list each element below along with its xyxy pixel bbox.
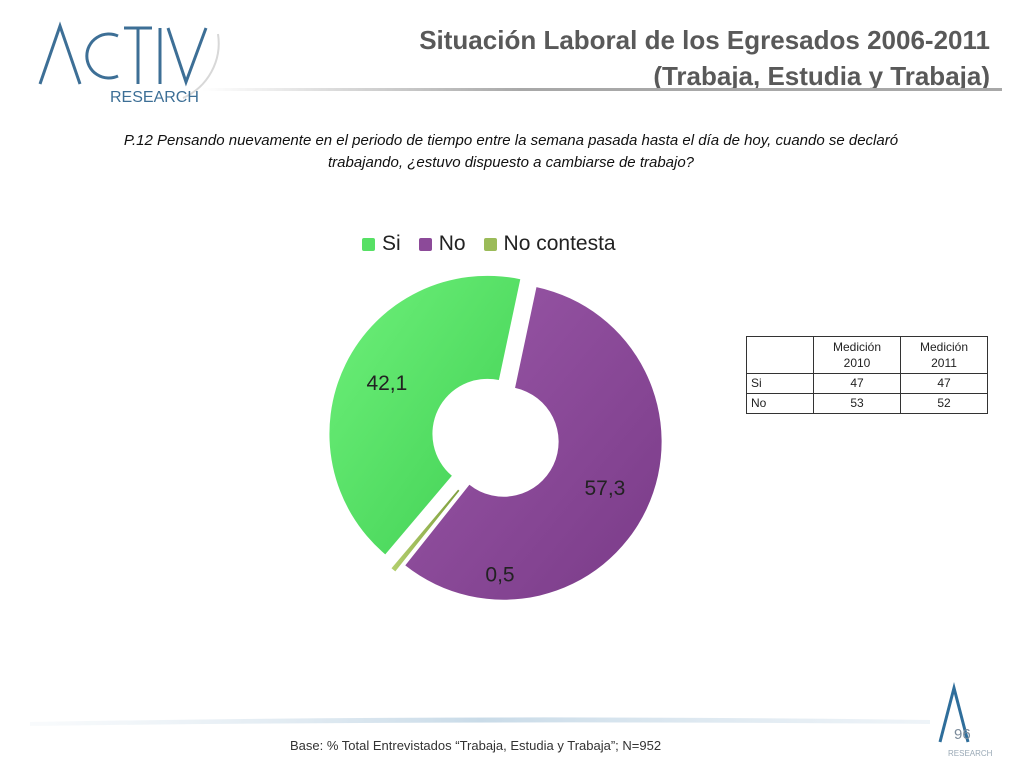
slice-si: [329, 275, 521, 555]
table-cell: 53: [813, 393, 901, 414]
footer-base-note: Base: % Total Entrevistados “Trabaja, Es…: [290, 738, 662, 753]
slice-no: [405, 287, 662, 600]
legend-item-no: No: [418, 232, 466, 256]
small-activa-logo: RESEARCH: [938, 682, 993, 758]
label-no-contesta: 0,5: [485, 564, 514, 587]
label-no: 57,3: [584, 477, 625, 500]
title-line-1: Situación Laboral de los Egresados 2006-…: [419, 25, 990, 55]
table-cell: 47: [813, 373, 901, 394]
doughnut-chart: 57,3 0,5 42,1: [329, 275, 662, 600]
table-cell: Si: [746, 373, 814, 394]
label-si: 42,1: [366, 372, 407, 395]
question-line-1: P.12 Pensando nuevamente en el periodo d…: [123, 132, 899, 149]
table-row: Si 47 47: [746, 373, 988, 394]
table-header-blank: [746, 336, 814, 374]
footer-decorative-band: [30, 717, 930, 726]
title-line-2: (Trabaja, Estudia y Trabaja): [653, 61, 990, 91]
table-header-2011: Medición 2011: [900, 336, 988, 374]
comparison-table: Medición 2010 Medición 2011 Si 47 47 No …: [746, 336, 988, 414]
legend-swatch-si: [362, 237, 375, 251]
table-cell: 47: [900, 373, 988, 394]
legend-label-no: No: [438, 232, 466, 255]
page-title: Situación Laboral de los Egresados 2006-…: [350, 22, 990, 94]
legend-label-si: Si: [382, 232, 401, 255]
legend-item-si: Si: [362, 232, 401, 256]
table-header-row: Medición 2010 Medición 2011: [746, 336, 988, 374]
survey-question: P.12 Pensando nuevamente en el periodo d…: [36, 130, 986, 174]
activa-research-logo: RESEARCH: [38, 21, 220, 106]
table-header-2010: Medición 2010: [813, 336, 901, 374]
table-row: No 53 52: [746, 393, 988, 414]
page-number: 96: [954, 726, 971, 743]
question-line-2: trabajando, ¿estuvo dispuesto a cambiars…: [327, 154, 695, 171]
slice-no-contesta: [391, 489, 460, 572]
title-underline: [202, 88, 1002, 91]
table-cell: 52: [900, 393, 988, 414]
legend-swatch-no-contesta: [483, 237, 497, 251]
table-cell: No: [746, 393, 814, 414]
chart-legend: Si No No contesta: [362, 232, 634, 256]
small-logo-text: RESEARCH: [948, 749, 993, 758]
legend-item-no-contesta: No contesta: [483, 232, 616, 256]
legend-swatch-no: [418, 237, 432, 251]
logo-research-text: RESEARCH: [110, 89, 199, 106]
legend-label-no-contesta: No contesta: [503, 232, 616, 255]
